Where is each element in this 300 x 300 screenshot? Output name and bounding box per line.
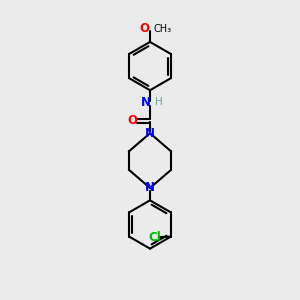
Text: H: H [155, 97, 163, 107]
Text: Cl: Cl [148, 231, 161, 244]
Text: N: N [145, 182, 155, 194]
Text: CH₃: CH₃ [153, 24, 171, 34]
Text: O: O [128, 114, 138, 127]
Text: O: O [140, 22, 150, 35]
Text: N: N [145, 127, 155, 140]
Text: N: N [141, 96, 151, 109]
